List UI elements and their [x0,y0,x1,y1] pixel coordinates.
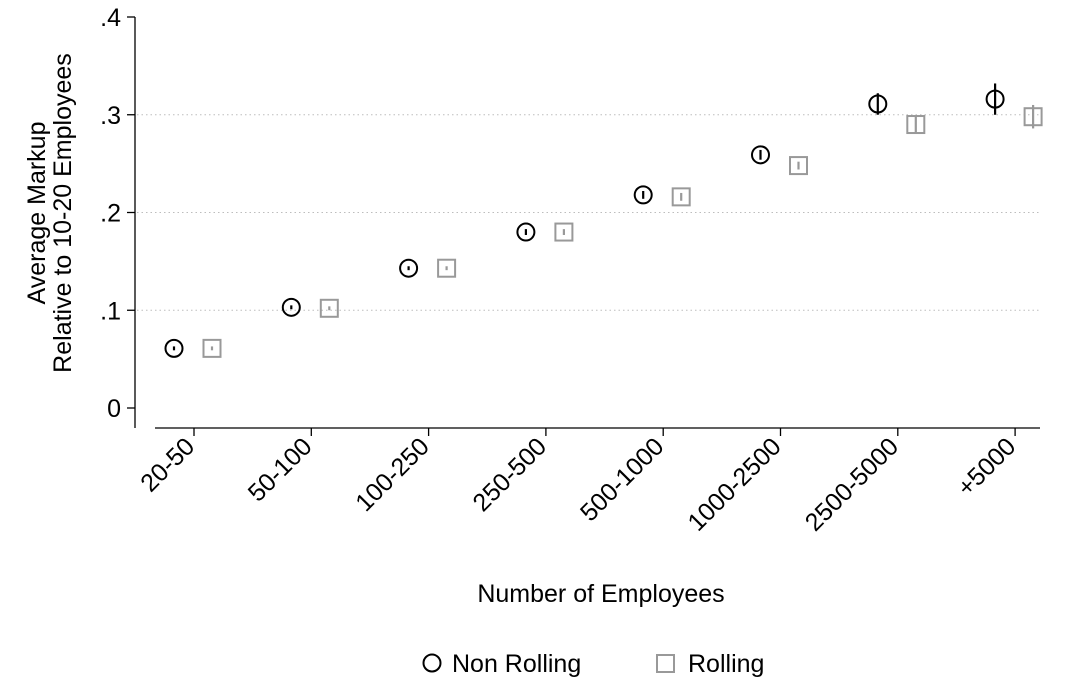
y-tick-label: .1 [100,297,121,325]
y-tick-label: 0 [107,395,121,423]
x-tick-label: 2500-5000 [800,432,904,536]
non-rolling-point [516,222,536,242]
x-tick-label: 500-1000 [575,432,670,527]
x-axis: 20-50 50-100 100-250 250-500 500-1000 1000-25… [135,427,1040,537]
legend-non-rolling-marker [422,653,442,673]
y-axis-title-line2: Relative to 10-20 Employees [49,53,77,373]
gridlines [137,114,1040,311]
non-rolling-point [868,94,888,114]
x-axis-title: Number of Employees [477,580,724,608]
rolling-point [671,187,691,207]
rolling-point [906,115,926,135]
non-rolling-point [751,145,770,165]
rolling-point [1023,107,1043,127]
legend: Non Rolling Rolling [422,650,764,678]
rolling-point [319,298,339,318]
non-rolling-point [164,338,184,358]
y-axis: 0 .1 .2 .3 .4 [100,4,136,428]
data-markers [164,89,1043,358]
x-tick-label: 20-50 [135,432,200,497]
legend-non-rolling-label: Non Rolling [452,650,581,678]
rolling-point [202,338,222,358]
rolling-point [789,156,808,176]
x-tick-label: 50-100 [243,432,318,507]
legend-rolling-label: Rolling [688,650,764,678]
x-tick-label: 1000-2500 [682,432,786,536]
non-rolling-point [985,89,1005,109]
non-rolling-point [633,185,653,205]
y-tick-label: .2 [100,200,121,228]
non-rolling-point [399,258,419,278]
y-tick-label: .3 [100,102,121,130]
legend-rolling-marker [656,654,675,673]
x-tick-label: 100-250 [350,432,435,517]
x-tick-label: +5000 [952,432,1021,501]
rolling-point [437,258,457,278]
rolling-point [554,222,574,242]
y-tick-label: .4 [100,4,121,32]
confidence-intervals [172,83,1035,351]
y-axis-title-line1: Average Markup [23,122,51,305]
non-rolling-point [281,297,301,317]
x-tick-label: 250-500 [467,432,552,517]
